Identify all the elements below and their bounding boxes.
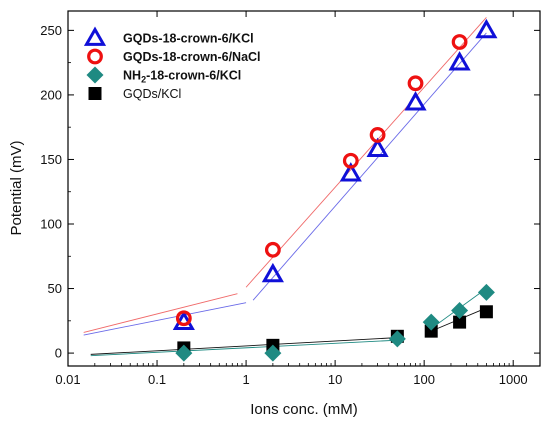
fit-line [252, 32, 487, 301]
x-tick-label: 0.01 [55, 372, 80, 387]
data-point [175, 344, 193, 362]
data-point [422, 313, 440, 331]
fit-line [83, 302, 247, 336]
legend-label: GQDs/KCl [123, 87, 181, 101]
data-point [477, 283, 495, 301]
y-tick-label: 0 [55, 346, 62, 361]
x-tick-label: 100 [413, 372, 435, 387]
legend-marker [86, 66, 104, 84]
y-tick-label: 50 [48, 281, 62, 296]
data-point [453, 315, 467, 329]
data-point [175, 310, 192, 327]
x-tick-label: 10 [328, 372, 342, 387]
y-axis-title: Potential (mV) [8, 140, 25, 235]
y-tick-label: 250 [40, 23, 62, 38]
x-tick-label: 0.1 [148, 372, 166, 387]
x-tick-label: 1 [242, 372, 249, 387]
y-tick-label: 150 [40, 152, 62, 167]
y-tick-label: 100 [40, 217, 62, 232]
data-point [404, 91, 427, 111]
data-point [479, 305, 493, 319]
x-tick-label: 1000 [499, 372, 528, 387]
legend-marker [88, 87, 102, 100]
fit-line [245, 17, 487, 288]
fit-line [90, 339, 398, 357]
fit-lines [83, 17, 487, 357]
data-point [366, 137, 389, 158]
data-point [451, 34, 468, 50]
x-axis-title: Ions conc. (mM) [250, 401, 358, 418]
axis-ticks: 0.01 0.1 1 10 100 1000 0 50 100 150 200 250 [40, 11, 540, 387]
legend-label: NH2-18-crown-6/KCl [123, 69, 241, 85]
data-point [475, 18, 498, 39]
legend: GQDs-18-crown-6/KCl GQDs-18-crown-6/NaCl N… [83, 26, 261, 101]
fit-line [83, 293, 238, 333]
data-point [264, 241, 281, 258]
data-point [451, 301, 469, 319]
data-point [261, 262, 284, 283]
plot-frame [67, 10, 541, 367]
data-point [339, 162, 362, 182]
data-points [172, 18, 498, 362]
data-point [407, 75, 424, 92]
legend-marker [83, 26, 107, 46]
legend-label: GQDs-18-crown-6/NaCl [123, 50, 261, 64]
y-tick-label: 200 [40, 87, 62, 102]
data-point [388, 330, 406, 348]
data-point [424, 324, 438, 338]
data-point [448, 51, 471, 71]
fit-line [90, 337, 398, 355]
legend-marker [87, 48, 103, 65]
data-point [369, 127, 386, 143]
data-point [264, 344, 282, 362]
legend-label: GQDs-18-crown-6/KCl [123, 32, 254, 46]
data-point [342, 152, 359, 169]
